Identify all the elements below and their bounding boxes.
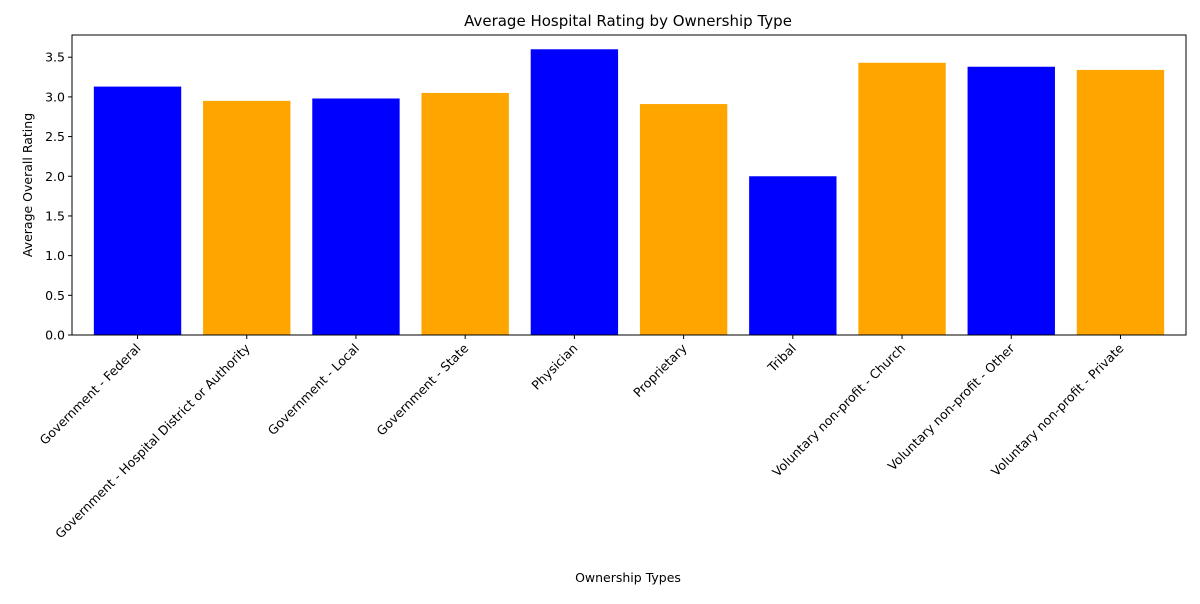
y-tick-label: 3.5 <box>45 50 65 65</box>
x-tick-label: Voluntary non-profit - Private <box>988 340 1127 479</box>
y-axis-label: Average Overall Rating <box>20 113 35 257</box>
x-tick-label: Government - Hospital District or Author… <box>52 340 253 541</box>
y-tick-label: 1.0 <box>45 248 65 263</box>
bar-3 <box>312 98 400 335</box>
bar-6 <box>639 104 728 335</box>
bar-9 <box>967 66 1055 335</box>
x-tick-label: Government - State <box>373 340 471 438</box>
bar-5 <box>530 49 619 336</box>
plot-area: 0.0 0.5 1.0 1.5 2.0 2.5 3.0 3.5 Government - Fed… <box>37 34 1187 541</box>
bar-1 <box>93 86 182 335</box>
x-tick-label: Physician <box>528 341 580 393</box>
y-tick-label: 3.0 <box>45 89 65 104</box>
y-tick-label: 1.5 <box>45 208 65 223</box>
x-tick-label: Proprietary <box>630 340 690 400</box>
y-tick-label: 0.0 <box>45 328 65 343</box>
bar-10 <box>1076 69 1165 336</box>
x-axis-label: Ownership Types <box>575 570 681 585</box>
y-tick-label: 0.5 <box>45 288 65 303</box>
y-tick-label: 2.0 <box>45 169 65 184</box>
bar-2 <box>203 100 291 335</box>
bar-7 <box>749 176 837 335</box>
x-tick-label: Government - Federal <box>37 341 144 448</box>
x-tick-label: Government - Local <box>265 341 362 438</box>
chart-title: Average Hospital Rating by Ownership Typ… <box>464 12 792 30</box>
x-tick-label: Voluntary non-profit - Other <box>885 340 1018 473</box>
bar-8 <box>858 62 946 336</box>
bar-4 <box>421 92 509 335</box>
plot-frame <box>71 34 1187 336</box>
x-tick-label: Tribal <box>764 341 799 376</box>
y-tick-label: 2.5 <box>45 129 65 144</box>
